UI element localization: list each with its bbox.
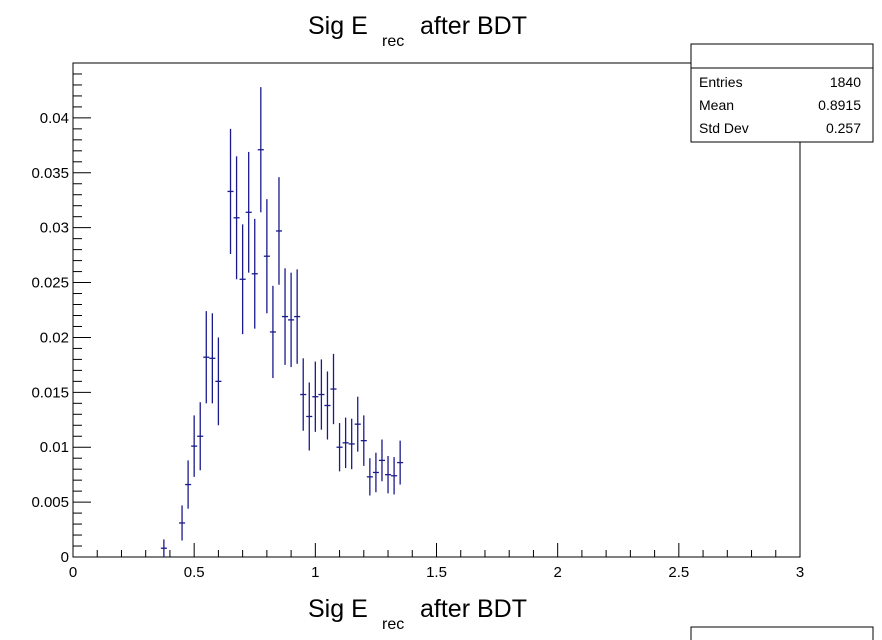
y-tick-label: 0 — [61, 549, 69, 566]
y-tick-label: 0.04 — [40, 110, 69, 127]
stats-label-mean: Mean — [699, 97, 734, 113]
data-point — [294, 269, 301, 364]
data-points — [160, 87, 404, 557]
data-point — [330, 353, 337, 425]
data-point — [269, 285, 276, 379]
chart-title-main: Sig E — [308, 12, 368, 40]
data-point — [275, 177, 283, 285]
data-point — [360, 415, 367, 466]
data-point — [397, 440, 404, 485]
data-point — [366, 458, 373, 496]
x-tick-label: 1 — [311, 564, 319, 581]
y-axis: 0 0.005 0.01 0.015 0.02 0.025 0.03 0.035 0.04 — [31, 62, 91, 566]
x-tick-label: 1.5 — [426, 564, 447, 581]
y-tick-label: 0.005 — [31, 494, 69, 511]
y-tick-label: 0.015 — [31, 384, 69, 401]
data-point — [391, 457, 398, 495]
y-tick-label: 0.035 — [31, 165, 69, 182]
y-tick-label: 0.01 — [40, 439, 69, 456]
chart-title: Sig E rec after BDT — [308, 12, 527, 50]
data-point — [209, 313, 216, 404]
stats-label-entries: Entries — [699, 74, 743, 90]
data-point — [203, 311, 210, 404]
data-point — [239, 224, 246, 335]
data-point — [257, 87, 264, 213]
data-point — [179, 505, 186, 541]
data-point — [160, 539, 167, 557]
x-axis: 0 0.5 1 1.5 2 2.5 3 — [69, 543, 804, 581]
stats-value-stddev: 0.257 — [826, 120, 861, 136]
x-tick-label: 2 — [553, 564, 561, 581]
second-pad-title-subscript: rec — [382, 616, 404, 633]
stats-value-mean: 0.8915 — [818, 97, 861, 113]
data-point — [288, 272, 295, 368]
data-point — [245, 151, 252, 273]
second-pad-title-main: Sig E — [308, 595, 368, 623]
data-point — [197, 402, 204, 471]
data-point — [282, 268, 289, 365]
data-point — [372, 452, 379, 493]
second-pad-stats-box — [690, 626, 874, 640]
data-point — [385, 456, 392, 494]
x-tick-label: 3 — [796, 564, 804, 581]
data-point — [300, 358, 307, 431]
x-tick-label: 0 — [69, 564, 77, 581]
data-point — [324, 371, 331, 440]
data-point — [263, 199, 270, 314]
data-point — [348, 418, 355, 470]
chart-title-subscript: rec — [382, 33, 404, 50]
data-point — [378, 439, 386, 482]
data-point — [342, 417, 349, 469]
second-pad-title: Sig E rec after BDT — [308, 595, 527, 633]
stats-value-entries: 1840 — [830, 74, 861, 90]
y-tick-label: 0.03 — [40, 220, 69, 237]
data-point — [185, 460, 192, 509]
data-point — [191, 415, 198, 477]
data-point — [233, 156, 240, 280]
data-point — [312, 361, 319, 432]
data-point — [318, 359, 325, 430]
x-tick-label: 2.5 — [668, 564, 689, 581]
stats-box: Entries 1840 Mean 0.8915 Std Dev 0.257 — [690, 43, 874, 143]
data-point — [336, 423, 343, 472]
data-point — [215, 337, 222, 426]
data-point — [227, 128, 234, 255]
stats-label-stddev: Std Dev — [699, 120, 749, 136]
data-point — [354, 396, 361, 452]
stats-box-frame — [690, 43, 874, 143]
y-tick-label: 0.025 — [31, 275, 69, 292]
y-tick-label: 0.02 — [40, 329, 69, 346]
data-point — [251, 218, 258, 329]
second-pad-title-suffix: after BDT — [420, 595, 527, 623]
chart-title-suffix: after BDT — [420, 12, 527, 40]
data-point — [306, 382, 313, 451]
x-tick-label: 0.5 — [184, 564, 205, 581]
